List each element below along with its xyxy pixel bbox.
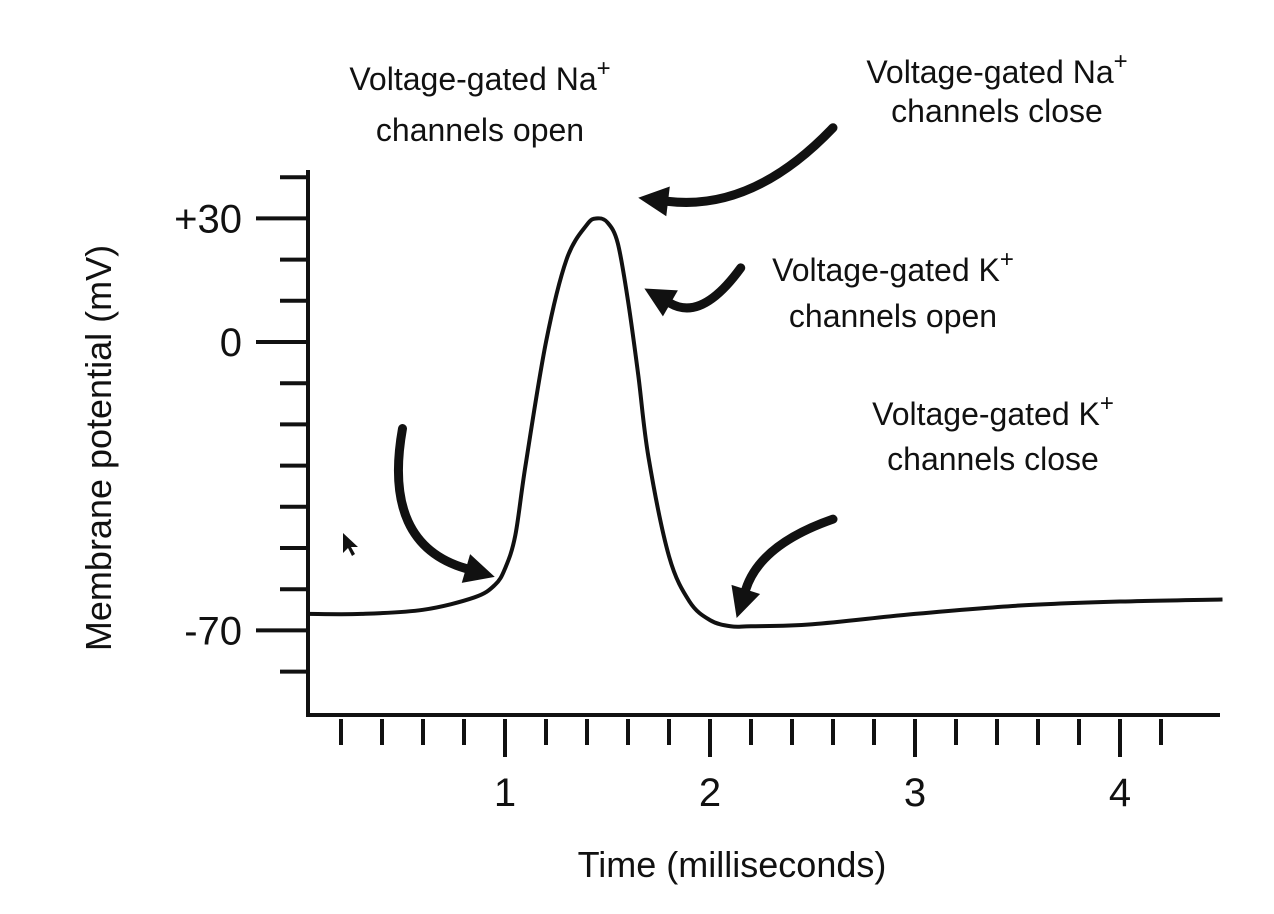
x-tick-label: 1 bbox=[494, 771, 516, 815]
annotation-arrow bbox=[663, 123, 838, 207]
y-tick-label: +30 bbox=[174, 197, 242, 241]
x-axis-label: Time (milliseconds) bbox=[578, 844, 887, 885]
annotation-arrowhead bbox=[731, 584, 761, 619]
annotation-label: Voltage-gated K+ bbox=[872, 390, 1114, 432]
annotation-label-line2: channels close bbox=[887, 441, 1099, 477]
annotation-arrowhead bbox=[461, 554, 495, 583]
annotation-arrow bbox=[741, 514, 838, 594]
annotation-label-line2: channels open bbox=[789, 298, 997, 334]
annotation-arrow bbox=[393, 424, 471, 574]
annotation-label-line2: channels close bbox=[891, 93, 1103, 129]
annotations: Voltage-gated Na+ channels open Voltage-ga… bbox=[349, 48, 1128, 619]
x-tick-label: 3 bbox=[904, 771, 926, 815]
mouse-cursor-icon bbox=[343, 533, 358, 556]
series bbox=[307, 216, 1223, 629]
ticks bbox=[256, 175, 1163, 757]
y-axis-label: Membrane potential (mV) bbox=[78, 245, 119, 651]
y-tick-label: -70 bbox=[184, 609, 242, 653]
y-tick-label: 0 bbox=[220, 321, 242, 365]
series-line bbox=[307, 216, 1223, 629]
annotation-label: Voltage-gated Na+ bbox=[866, 48, 1127, 90]
annotation-arrowhead bbox=[638, 186, 670, 217]
annotation-label: Voltage-gated K+ bbox=[772, 246, 1014, 288]
annotation-arrow bbox=[665, 263, 746, 313]
annotation-arrowhead bbox=[644, 288, 678, 317]
annotation-label: Voltage-gated Na+ bbox=[349, 55, 610, 97]
annotation-label-line2: channels open bbox=[376, 112, 584, 148]
x-tick-label: 2 bbox=[699, 771, 721, 815]
tick-labels: +30 0 -70 1 2 3 4 bbox=[174, 197, 1131, 815]
x-tick-label: 4 bbox=[1109, 771, 1131, 815]
